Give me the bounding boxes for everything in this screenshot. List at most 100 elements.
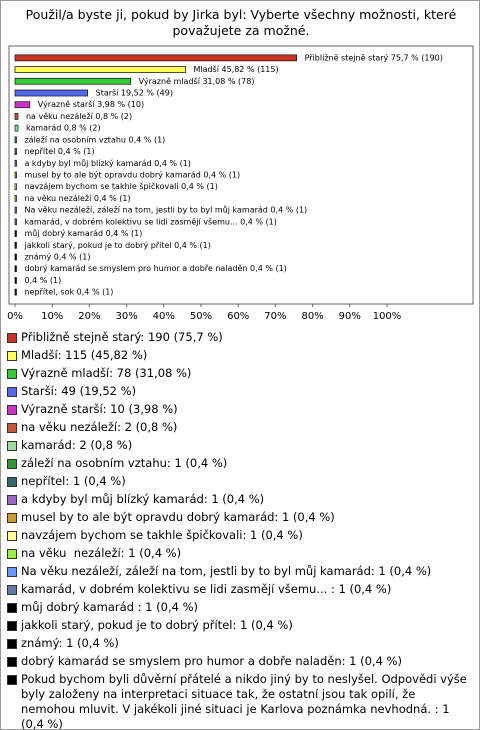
x-tick-label: 90% [339,311,361,322]
legend-item: Pokud bychom byli důvěrní přátelé a nikd… [7,672,473,730]
legend-swatch [7,351,17,361]
legend-label: Pokud bychom byli důvěrní přátelé a nikd… [21,672,471,730]
x-tick-label: 80% [301,311,323,322]
x-tick-label: 0% [7,311,23,322]
bar [14,195,17,202]
bar [14,159,17,167]
bar [14,218,17,226]
legend-label: jakkoli starý, pokud je to dobrý přítel:… [21,618,293,632]
legend-swatch [7,639,17,649]
bar [14,66,186,73]
legend-label: dobrý kamarád se smyslem pro humor a dob… [21,654,402,668]
x-tick-label: 10% [41,311,63,322]
legend-item: a kdyby byl můj blízký kamarád: 1 (0,4 %… [7,492,473,507]
legend-swatch [7,333,17,343]
legend-item: navzájem bychom se takhle špičkovali: 1 … [7,528,473,543]
legend-swatch [7,549,17,559]
legend-label: záleží na osobním vztahu: 1 (0,4 %) [21,456,228,470]
bar-label: Výrazně mladší 31,08 % (78) [139,76,255,86]
legend-swatch [7,603,17,613]
bar-label: musel by to ale být opravdu dobrý kamará… [24,171,240,180]
legend-label: kamarád: 2 (0,8 %) [21,438,133,452]
legend-label: Starší: 49 (19,52 %) [21,384,137,398]
legend-label: můj dobrý kamarád : 1 (0,4 %) [21,600,198,614]
bar [14,241,17,249]
legend-label: Na věku nezáleží, záleží na tom, jestli … [21,564,432,578]
bar [14,77,132,85]
legend-label: Mladší: 115 (45,82 %) [21,348,148,362]
chart-title: Použil/a byste ji, pokud by Jirka byl: V… [25,7,457,38]
bar-label: 0,4 % (1) [24,276,61,285]
bar [14,101,31,109]
bar-label: a kdyby byl můj blízký kamarád 0,4 % (1) [24,158,190,168]
bar [14,183,17,191]
bar [14,277,17,284]
legend-swatch [7,477,17,487]
legend-swatch [7,405,17,415]
bar [14,113,19,120]
legend-item: známý: 1 (0,4 %) [7,636,473,651]
legend-swatch [7,441,17,451]
bar [14,148,17,155]
bar-label: můj dobrý kamarád 0,4 % (1) [24,228,142,238]
bar-label: nepřítel 0,4 % (1) [24,147,94,156]
legend-item: Na věku nezáleží, záleží na tom, jestli … [7,564,473,579]
x-tick-label: 40% [153,311,175,322]
x-tick-label: 100% [373,311,402,322]
bar-label: známý 0,4 % (1) [24,253,90,262]
x-tick-label: 70% [264,311,286,322]
legend-swatch [7,369,17,379]
legend-item: Přibližně stejně starý: 190 (75,7 %) [7,330,473,345]
bar [14,253,17,261]
legend-swatch [7,531,17,541]
bar [14,230,17,237]
bar-label: kamarád, v dobrém kolektivu se lidi zasm… [24,216,276,226]
legend-label: musel by to ale být opravdu dobrý kamará… [21,510,335,524]
legend-item: kamarád, v dobrém kolektivu se lidi zasm… [7,582,473,597]
legend-item: nepřítel: 1 (0,4 %) [7,474,473,489]
legend-item: na věku nezáleží: 1 (0,4 %) [7,546,473,561]
legend-item: Mladší: 115 (45,82 %) [7,348,473,363]
bar-label: kamarád 0,8 % (2) [26,124,101,133]
legend-label: kamarád, v dobrém kolektivu se lidi zasm… [21,582,392,596]
legend-label: Přibližně stejně starý: 190 (75,7 %) [21,330,223,344]
bar [14,124,19,132]
legend-label: známý: 1 (0,4 %) [21,636,119,650]
plot-frame [8,45,474,305]
bar-label: nepřítel, sok 0,4 % (1) [24,288,113,297]
legend-item: na věku nezáleží: 2 (0,8 %) [7,420,473,435]
bar-label: Starší 19,52 % (49) [96,88,173,98]
legend-item: kamarád: 2 (0,8 %) [7,438,473,453]
x-tick-label: 50% [190,311,212,322]
legend-label: a kdyby byl můj blízký kamarád: 1 (0,4 %… [21,492,265,506]
bar-label: záleží na osobním vztahu 0,4 % (1) [24,135,165,144]
legend-swatch [7,621,17,631]
bar [14,171,17,179]
legend-label: nepřítel: 1 (0,4 %) [21,474,126,488]
bar [14,206,17,214]
legend-swatch [7,657,17,667]
legend-label: Výrazně starší: 10 (3,98 %) [21,402,178,416]
legend-item: jakkoli starý, pokud je to dobrý přítel:… [7,618,473,633]
bar [14,265,17,273]
bar-label: dobrý kamarád se smyslem pro humor a dob… [24,264,286,273]
bar-label: na věku nezáleží 0,4 % (1) [24,194,130,203]
bar-label: Mladší 45,82 % (115) [193,64,278,74]
bar-label: navzájem bychom se takhle špičkovali 0,4… [24,181,217,191]
bar-label: Přibližně stejně starý 75,7 % (190) [305,53,443,62]
bar [14,288,17,296]
legend-swatch [7,513,17,523]
legend-swatch [7,567,17,577]
legend-label: navzájem bychom se takhle špičkovali: 1 … [21,528,303,542]
legend-item: Starší: 49 (19,52 %) [7,384,473,399]
x-tick-label: 30% [115,311,137,322]
legend: Přibližně stejně starý: 190 (75,7 %) Mlad… [7,330,473,730]
bar-label: Na věku nezáleží, záleží na tom, jestli … [24,205,307,215]
x-tick-label: 60% [227,311,249,322]
bar-label: jakkoli starý, pokud je to dobrý přítel … [23,241,210,250]
bar [14,54,298,62]
legend-swatch [7,459,17,469]
legend-item: záleží na osobním vztahu: 1 (0,4 %) [7,456,473,471]
bar [14,89,89,97]
